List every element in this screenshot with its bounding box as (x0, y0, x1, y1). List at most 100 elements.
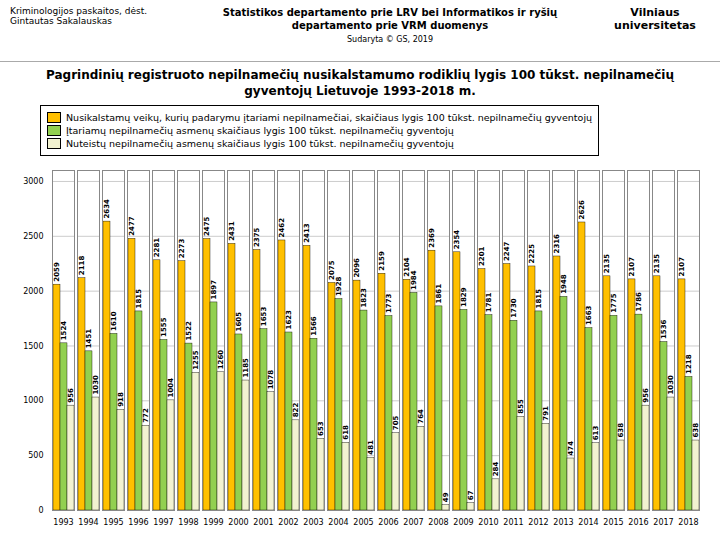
svg-text:2413: 2413 (303, 223, 311, 243)
svg-text:2118: 2118 (78, 256, 86, 276)
html-text:Įtariamų nepilnamečių asmenų s: Įtariamų nepilnamečių asmenų skaičiaus l… (66, 125, 454, 137)
svg-text:1993: 1993 (53, 518, 73, 527)
svg-text:2000: 2000 (228, 518, 248, 527)
svg-text:1948: 1948 (560, 274, 568, 294)
svg-text:1663: 1663 (585, 306, 593, 326)
svg-text:1897: 1897 (210, 280, 218, 300)
svg-text:2005: 2005 (353, 518, 373, 527)
svg-text:0: 0 (38, 506, 43, 515)
svg-text:1623: 1623 (285, 310, 293, 330)
svg-text:1996: 1996 (128, 518, 148, 527)
svg-text:1994: 1994 (78, 518, 98, 527)
svg-text:2007: 2007 (403, 518, 423, 527)
html-text:Sudaryta © GS, 2019: Sudaryta © GS, 2019 (347, 35, 433, 44)
html-text:Nusikalstamų veikų, kurių pada: Nusikalstamų veikų, kurių padarymu įtari… (66, 112, 593, 124)
svg-text:2354: 2354 (453, 230, 461, 250)
svg-text:2009: 2009 (453, 518, 473, 527)
svg-text:1775: 1775 (610, 293, 618, 313)
svg-text:1998: 1998 (178, 518, 198, 527)
svg-text:2273: 2273 (178, 239, 186, 259)
svg-text:2626: 2626 (578, 200, 586, 220)
svg-text:2634: 2634 (103, 199, 111, 219)
svg-text:2159: 2159 (378, 251, 386, 271)
svg-text:2011: 2011 (503, 518, 523, 527)
svg-text:1185: 1185 (242, 358, 251, 378)
svg-text:2477: 2477 (128, 216, 136, 236)
svg-text:2281: 2281 (153, 238, 161, 258)
svg-text:1815: 1815 (135, 289, 143, 309)
svg-text:772: 772 (142, 408, 151, 423)
svg-text:2015: 2015 (603, 518, 623, 527)
svg-text:500: 500 (28, 451, 43, 460)
html-text:Nuteistų nepilnamečių asmenų s: Nuteistų nepilnamečių asmenų skaičiaus l… (66, 138, 454, 150)
svg-text:2500: 2500 (23, 232, 43, 241)
svg-text:2059: 2059 (53, 262, 61, 282)
svg-text:2017: 2017 (653, 518, 673, 527)
svg-text:2006: 2006 (378, 518, 398, 527)
svg-text:2135: 2135 (603, 254, 611, 274)
svg-text:1030: 1030 (92, 375, 101, 395)
svg-text:2135: 2135 (653, 254, 661, 274)
svg-text:1078: 1078 (267, 370, 276, 390)
svg-text:2016: 2016 (628, 518, 648, 527)
html-text:Statistikos departamento prie: Statistikos departamento prie LRV bei In… (222, 7, 558, 31)
svg-text:1610: 1610 (110, 311, 118, 331)
svg-text:2008: 2008 (428, 518, 448, 527)
svg-text:2107: 2107 (628, 257, 636, 277)
svg-text:1984: 1984 (410, 270, 418, 290)
svg-text:1730: 1730 (510, 298, 518, 318)
svg-text:1524: 1524 (60, 321, 68, 341)
svg-text:1997: 1997 (153, 518, 173, 527)
svg-text:1995: 1995 (103, 518, 123, 527)
svg-text:1605: 1605 (235, 312, 243, 332)
svg-text:1522: 1522 (185, 321, 193, 341)
svg-text:1555: 1555 (160, 318, 168, 338)
svg-text:1999: 1999 (203, 518, 223, 527)
html-text:Vilniaus universitetas: Vilniaus universitetas (614, 6, 696, 33)
svg-text:1004: 1004 (167, 378, 176, 398)
svg-text:1781: 1781 (485, 293, 493, 313)
svg-text:1500: 1500 (23, 342, 43, 351)
svg-text:1255: 1255 (192, 350, 201, 370)
html-text:Kriminologijos paskaitos, dėst: Kriminologijos paskaitos, dėst. Gintauta… (10, 6, 148, 26)
svg-text:2001: 2001 (253, 518, 273, 527)
svg-text:1000: 1000 (23, 397, 43, 406)
svg-text:1786: 1786 (635, 292, 643, 312)
svg-text:918: 918 (117, 392, 126, 407)
svg-text:1823: 1823 (360, 288, 368, 308)
svg-text:1829: 1829 (460, 287, 468, 307)
svg-text:2369: 2369 (428, 228, 436, 248)
svg-text:2316: 2316 (553, 234, 561, 254)
svg-text:2201: 2201 (478, 247, 486, 267)
svg-text:2003: 2003 (303, 518, 323, 527)
svg-text:1653: 1653 (260, 307, 268, 327)
svg-text:2107: 2107 (678, 257, 686, 277)
svg-text:2225: 2225 (528, 244, 536, 264)
svg-text:1451: 1451 (85, 329, 93, 349)
svg-text:2000: 2000 (23, 287, 43, 296)
svg-text:2018: 2018 (678, 518, 698, 527)
svg-text:2431: 2431 (228, 221, 236, 241)
svg-text:956: 956 (67, 388, 76, 403)
svg-text:2096: 2096 (353, 258, 361, 278)
svg-text:2462: 2462 (278, 218, 286, 238)
svg-text:1861: 1861 (435, 284, 443, 304)
svg-text:1773: 1773 (385, 294, 393, 314)
svg-text:3000: 3000 (23, 177, 43, 186)
svg-text:2375: 2375 (253, 228, 261, 248)
svg-text:1536: 1536 (660, 320, 668, 340)
svg-text:2475: 2475 (203, 217, 211, 237)
svg-text:2012: 2012 (528, 518, 548, 527)
svg-text:2010: 2010 (478, 518, 498, 527)
svg-text:1815: 1815 (535, 289, 543, 309)
svg-text:2013: 2013 (553, 518, 573, 527)
svg-text:2014: 2014 (578, 518, 598, 527)
svg-text:1218: 1218 (685, 354, 693, 374)
svg-text:1566: 1566 (310, 316, 318, 336)
svg-text:2004: 2004 (328, 518, 348, 527)
html-text:Pagrindinių registruoto nepiln: Pagrindinių registruoto nepilnamečių nus… (46, 68, 674, 98)
svg-text:2002: 2002 (278, 518, 298, 527)
svg-text:1260: 1260 (217, 350, 226, 370)
svg-text:2247: 2247 (503, 242, 511, 262)
svg-text:1928: 1928 (335, 277, 343, 297)
